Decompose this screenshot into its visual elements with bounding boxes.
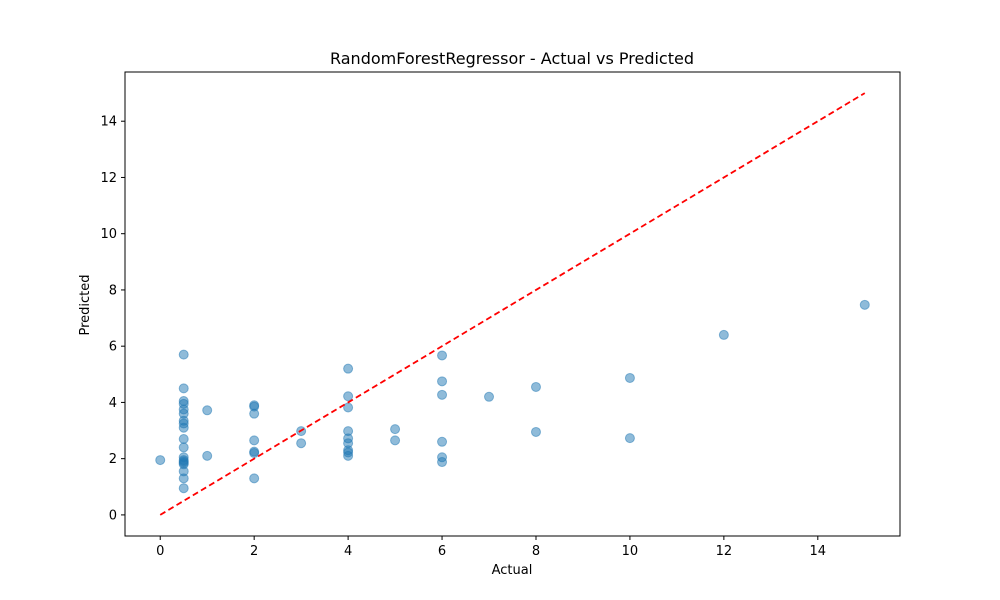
data-point xyxy=(390,424,401,435)
data-point xyxy=(437,376,448,387)
x-tick-label: 14 xyxy=(810,544,827,559)
data-point xyxy=(202,450,213,461)
data-point xyxy=(178,422,189,433)
data-point xyxy=(718,329,729,340)
data-point xyxy=(178,349,189,360)
data-point xyxy=(202,405,213,416)
data-point xyxy=(437,457,448,468)
y-tick-label: 14 xyxy=(100,115,117,130)
data-point xyxy=(624,433,635,444)
x-tick-label: 8 xyxy=(532,544,540,559)
y-tick-label: 0 xyxy=(109,508,117,523)
data-point xyxy=(249,473,260,484)
y-tick-label: 4 xyxy=(109,396,117,411)
y-tick-label: 2 xyxy=(109,452,117,467)
data-point xyxy=(249,408,260,419)
data-points xyxy=(155,299,870,494)
x-tick-label: 2 xyxy=(250,544,258,559)
x-tick-label: 12 xyxy=(716,544,733,559)
chart-title: RandomForestRegressor - Actual vs Predic… xyxy=(330,49,694,68)
x-tick-label: 6 xyxy=(438,544,446,559)
x-axis-label: Actual xyxy=(492,563,533,578)
data-point xyxy=(343,391,354,402)
data-point xyxy=(178,483,189,494)
data-point xyxy=(624,372,635,383)
y-tick-label: 10 xyxy=(100,227,117,242)
x-tick-label: 4 xyxy=(344,544,352,559)
data-point xyxy=(249,448,260,459)
data-point xyxy=(530,426,541,437)
y-tick-label: 8 xyxy=(109,283,117,298)
y-axis-label: Predicted xyxy=(78,274,93,335)
data-point xyxy=(484,391,495,402)
y-axis-ticks: 0 2 4 6 8 10 12 14 xyxy=(100,115,125,523)
data-point xyxy=(343,363,354,374)
data-point xyxy=(437,389,448,400)
data-point xyxy=(178,442,189,453)
data-point xyxy=(437,350,448,361)
plot-frame xyxy=(124,71,901,537)
data-point xyxy=(178,473,189,484)
x-axis-ticks: 0 2 4 6 8 10 12 14 xyxy=(156,536,826,559)
x-tick-label: 0 xyxy=(156,544,164,559)
data-point xyxy=(390,435,401,446)
data-point xyxy=(249,435,260,446)
y-tick-label: 6 xyxy=(109,340,117,355)
data-point xyxy=(343,450,354,461)
data-point xyxy=(859,299,870,310)
data-point xyxy=(343,402,354,413)
data-point xyxy=(155,455,166,466)
reference-line xyxy=(159,92,866,516)
data-point xyxy=(296,438,307,449)
x-tick-label: 10 xyxy=(622,544,639,559)
data-point xyxy=(530,381,541,392)
y-tick-label: 12 xyxy=(100,171,117,186)
data-point xyxy=(437,436,448,447)
data-point xyxy=(178,383,189,394)
data-point xyxy=(178,433,189,444)
